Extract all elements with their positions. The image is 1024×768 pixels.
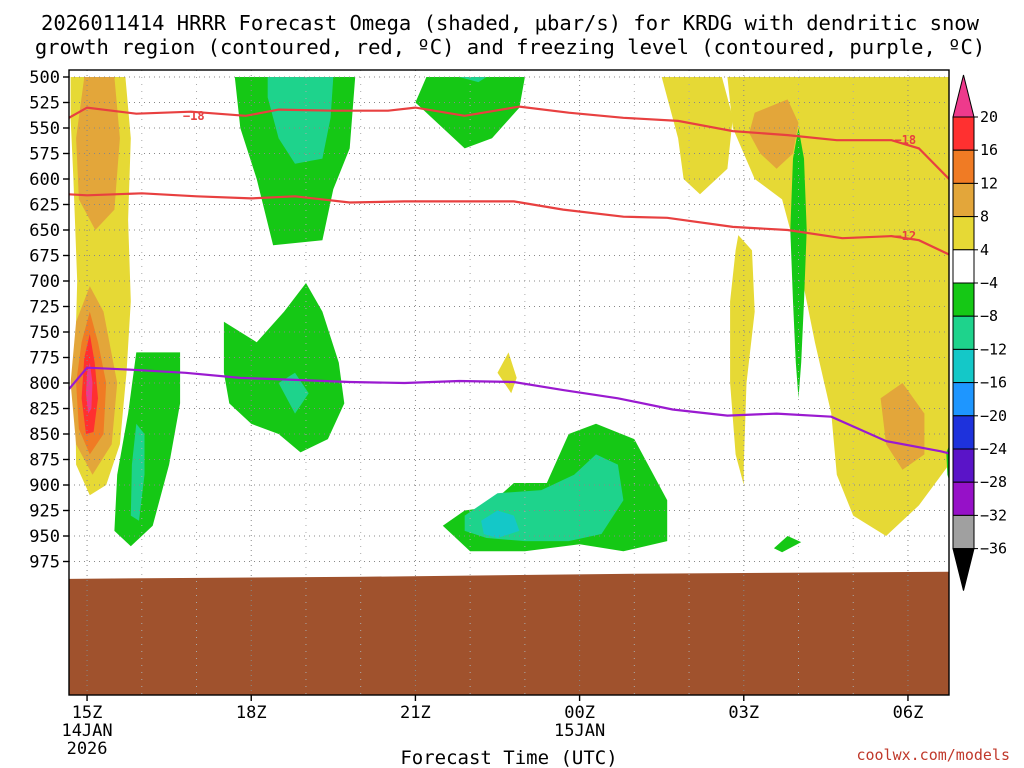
omega-region-cyan-16z bbox=[130, 423, 145, 521]
colorbar-label: −32 bbox=[980, 506, 1007, 524]
y-axis: 500 525 550 575 600 625 650 675 700 725 750 775 800 8… bbox=[29, 68, 69, 573]
y-tick-label-875: 875 bbox=[29, 451, 60, 471]
colorbar-segment-3 bbox=[952, 182, 975, 218]
contour-label: −18 bbox=[183, 109, 205, 123]
colorbar-label: −8 bbox=[980, 307, 998, 325]
chart-title-line2: growth region (contoured, red, ºC) and f… bbox=[35, 35, 985, 59]
y-tick-label-925: 925 bbox=[29, 502, 60, 522]
y-tick-label-600: 600 bbox=[29, 170, 60, 190]
omega-region-gold-06z bbox=[880, 383, 925, 470]
colorbar-segment-8 bbox=[952, 348, 975, 384]
contour-line-2 bbox=[69, 366, 949, 455]
x-tick-date-15Z: 14JAN bbox=[61, 721, 112, 741]
omega-region-magenta-15z bbox=[86, 362, 93, 414]
contour-label: −12 bbox=[894, 229, 916, 243]
x-tick-label-03Z: 03Z bbox=[728, 703, 759, 723]
colorbar-segment-6 bbox=[952, 282, 975, 317]
omega-region-cyan-2130z bbox=[459, 77, 487, 83]
omega-region-teal-00z bbox=[481, 510, 520, 538]
colorbar-label: 20 bbox=[980, 108, 998, 126]
y-tick-label-950: 950 bbox=[29, 527, 60, 547]
y-tick-label-575: 575 bbox=[29, 145, 60, 165]
colorbar-label: −12 bbox=[980, 340, 1007, 358]
terrain-ground bbox=[69, 571, 949, 695]
y-tick-label-525: 525 bbox=[29, 94, 60, 114]
x-axis-title: Forecast Time (UTC) bbox=[400, 747, 617, 768]
colorbar-label: −4 bbox=[980, 274, 998, 292]
y-tick-label-900: 900 bbox=[29, 476, 60, 496]
y-tick-label-825: 825 bbox=[29, 400, 60, 420]
y-tick-label-775: 775 bbox=[29, 349, 60, 369]
contour-line-1 bbox=[69, 192, 949, 256]
contour-line-0 bbox=[69, 105, 949, 180]
omega-region-cyan-18z-top bbox=[267, 77, 334, 164]
colorbar-label: −28 bbox=[980, 473, 1007, 491]
omega-region-green-0330z-low bbox=[773, 536, 802, 553]
x-tick-label-06Z: 06Z bbox=[893, 703, 924, 723]
watermark: coolwx.com/models bbox=[856, 746, 1010, 764]
colorbar-label: 8 bbox=[980, 208, 989, 226]
colorbar-label: −16 bbox=[980, 374, 1007, 392]
y-tick-label-700: 700 bbox=[29, 272, 60, 292]
omega-region-green-16z bbox=[114, 352, 181, 547]
x-tick-date-00Z: 15JAN bbox=[554, 721, 605, 741]
y-tick-label-850: 850 bbox=[29, 425, 60, 445]
y-tick-label-725: 725 bbox=[29, 298, 60, 318]
y-tick-label-500: 500 bbox=[29, 68, 60, 88]
colorbar-label: 4 bbox=[980, 241, 989, 259]
chart-title-line1: 2026011414 HRRR Forecast Omega (shaded, … bbox=[41, 11, 980, 35]
y-tick-label-975: 975 bbox=[29, 553, 60, 573]
colorbar-segment-9 bbox=[952, 382, 975, 417]
colorbar-label: −20 bbox=[980, 407, 1007, 425]
colorbar-segment-5 bbox=[952, 249, 975, 284]
colorbar-label: −24 bbox=[980, 440, 1007, 458]
colorbar-label: 16 bbox=[980, 141, 998, 159]
y-tick-label-550: 550 bbox=[29, 119, 60, 139]
colorbar-segment-1 bbox=[952, 116, 975, 151]
x-tick-year-15Z: 2026 bbox=[67, 739, 108, 759]
colorbar-cap-top bbox=[952, 74, 975, 118]
contour-label: −18 bbox=[894, 133, 916, 147]
y-tick-label-650: 650 bbox=[29, 221, 60, 241]
colorbar-cap-bottom bbox=[952, 548, 975, 591]
colorbar-label: 12 bbox=[980, 174, 998, 192]
x-tick-label-15Z: 15Z bbox=[72, 703, 103, 723]
omega-region-cyan-18z-mid bbox=[278, 372, 309, 414]
y-tick-label-800: 800 bbox=[29, 374, 60, 394]
omega-region-green-0330z-spike bbox=[790, 128, 807, 399]
y-tick-label-750: 750 bbox=[29, 323, 60, 343]
omega-region-yellow-late-left bbox=[661, 77, 733, 195]
colorbar-segment-2 bbox=[952, 149, 975, 184]
omega-region-yellow-late-right bbox=[661, 77, 949, 536]
colorbar: 20 16 12 8 4 −4 −8 −12 −16 −20 −24 −28 −32 −36 bbox=[952, 74, 1007, 591]
x-tick-label-00Z: 00Z bbox=[564, 703, 595, 723]
y-tick-label-675: 675 bbox=[29, 247, 60, 267]
colorbar-segment-11 bbox=[952, 448, 975, 483]
colorbar-label: −36 bbox=[980, 540, 1007, 558]
y-tick-label-625: 625 bbox=[29, 196, 60, 216]
x-tick-label-18Z: 18Z bbox=[236, 703, 267, 723]
isotherm-contours: −18 −18 −12 bbox=[69, 105, 949, 455]
omega-region-yellow-03z-spike bbox=[730, 235, 755, 485]
omega-region-green-18z-mid bbox=[223, 283, 345, 453]
x-tick-label-21Z: 21Z bbox=[400, 703, 431, 723]
ground-strip bbox=[69, 571, 949, 695]
colorbar-segment-13 bbox=[952, 514, 975, 550]
colorbar-segment-4 bbox=[952, 216, 975, 251]
colorbar-segment-7 bbox=[952, 315, 975, 350]
colorbar-segment-10 bbox=[952, 415, 975, 450]
colorbar-segment-12 bbox=[952, 481, 975, 516]
